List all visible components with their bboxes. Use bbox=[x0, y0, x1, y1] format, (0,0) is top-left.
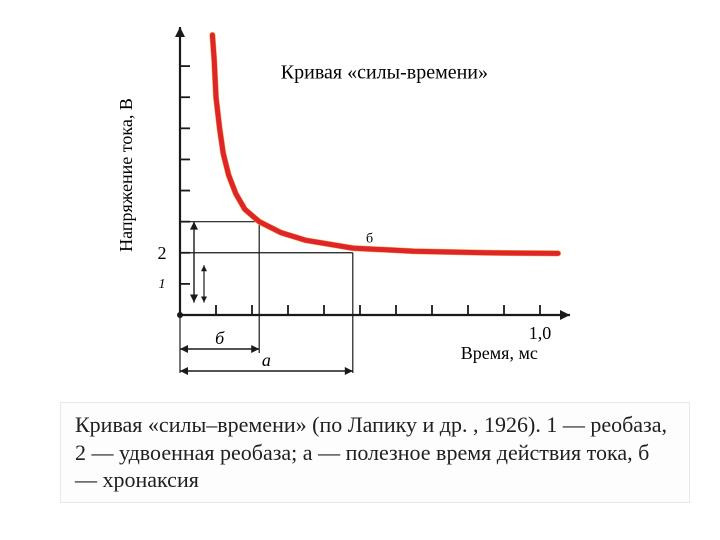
caption-text: Кривая «силы–времени» (по Лапику и др. ,… bbox=[75, 412, 667, 492]
svg-text:Время, мс: Время, мс bbox=[461, 343, 538, 363]
svg-text:а: а bbox=[262, 350, 271, 370]
svg-text:Напряжение тока, В: Напряжение тока, В bbox=[116, 98, 136, 252]
caption-box: Кривая «силы–времени» (по Лапику и др. ,… bbox=[60, 402, 690, 503]
svg-text:б: б bbox=[215, 328, 225, 348]
svg-text:1,0: 1,0 bbox=[529, 323, 552, 343]
chart-svg: 2 1 1,0 б а Кривая «силы-времени» Время, мс Нап… bbox=[100, 15, 610, 385]
svg-text:1: 1 bbox=[159, 277, 166, 292]
svg-text:б: б bbox=[366, 232, 373, 247]
strength-duration-chart: 2 1 1,0 б а Кривая «силы-времени» Время, мс Нап… bbox=[100, 15, 610, 385]
svg-text:Кривая «силы-времени»: Кривая «силы-времени» bbox=[281, 62, 488, 84]
svg-text:2: 2 bbox=[158, 243, 167, 263]
